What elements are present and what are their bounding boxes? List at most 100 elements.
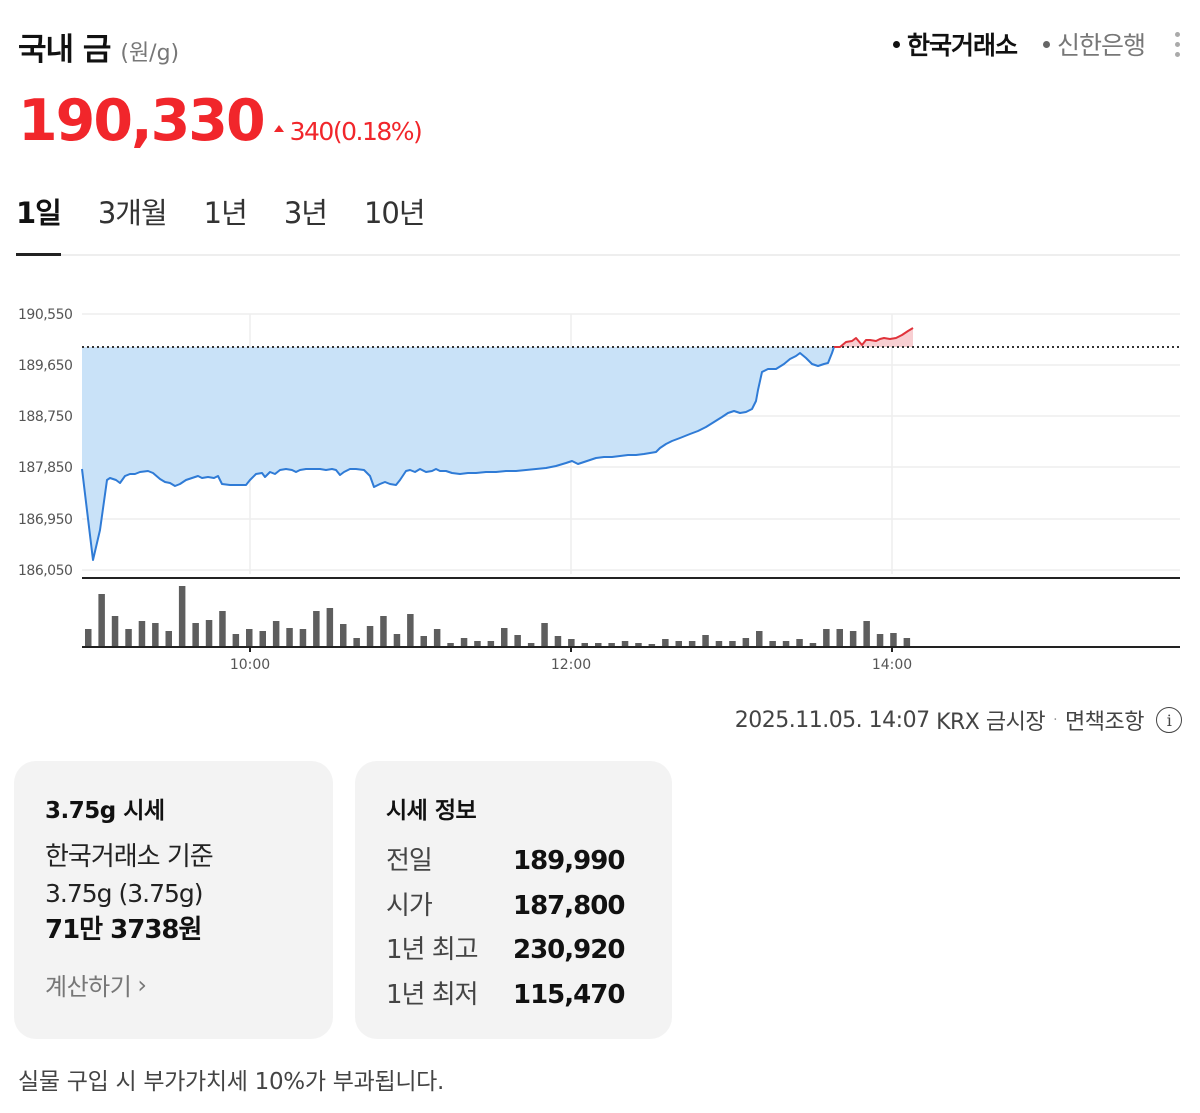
price-chart[interactable]: 190,550 189,650 188,750 187,850 186,950 … (0, 290, 1200, 690)
volume-bar (890, 633, 897, 646)
volume-bar (474, 641, 481, 646)
volume-bar (85, 629, 92, 646)
stat-label: 1년 최저 (386, 979, 479, 1010)
volume-bar (608, 643, 615, 646)
volume-bar (313, 611, 320, 646)
price-row: 190,330 340 (0.18%) (18, 88, 423, 154)
market-name: KRX 금시장 (936, 710, 1046, 735)
volume-bar (621, 641, 629, 646)
volume-bar (460, 638, 468, 646)
volume-bar (340, 624, 347, 646)
stat-value: 189,990 (513, 846, 625, 876)
tab-1-year[interactable]: 1년 (203, 196, 248, 230)
volume-bar (447, 643, 454, 646)
period-tabs: 1일 3개월 1년 3년 10년 (16, 186, 1180, 256)
volume-bar (595, 643, 602, 646)
volume-bar (823, 629, 830, 646)
svg-text:189,650: 189,650 (18, 358, 72, 374)
card-price-info: 시세 정보 전일 189,990 시가 187,800 1년 최고 230,92… (355, 761, 672, 1039)
chart-meta: 2025.11.05. 14:07 KRX 금시장 · 면책조항 i (735, 704, 1182, 736)
volume-bar (648, 644, 656, 646)
volume-bar (165, 631, 172, 646)
volume-bar (433, 629, 441, 646)
volume-bar (796, 639, 803, 646)
volume-bar (205, 620, 213, 646)
volume-bar (514, 635, 521, 646)
source-option-krx[interactable]: 한국거래소 (892, 26, 1018, 62)
volume-bars (85, 586, 911, 646)
volume-bar (809, 643, 817, 646)
source-label: 한국거래소 (906, 31, 1018, 60)
chevron-right-icon: › (137, 970, 147, 999)
volume-bar (702, 635, 709, 646)
volume-bar (756, 631, 763, 646)
svg-text:10:00: 10:00 (230, 657, 270, 673)
stat-row-prev-close: 전일 189,990 (386, 839, 641, 884)
basis-text: 한국거래소 기준 (45, 842, 214, 872)
up-area-fill (834, 328, 913, 347)
volume-bar (554, 636, 562, 646)
volume-bar (366, 626, 374, 646)
volume-bar (836, 629, 843, 646)
volume-bar (111, 616, 119, 646)
info-icon[interactable]: i (1156, 707, 1182, 733)
source-switch: 한국거래소 신한은행 (892, 26, 1180, 62)
volume-bar (903, 638, 911, 646)
tab-1-day[interactable]: 1일 (16, 186, 62, 256)
volume-bar (849, 631, 857, 646)
tab-3-months[interactable]: 3개월 (97, 196, 168, 230)
source-option-shinhan[interactable]: 신한은행 (1042, 26, 1146, 62)
svg-text:187,850: 187,850 (18, 460, 72, 476)
change-value: 340 (289, 117, 335, 146)
volume-bar (675, 641, 682, 646)
calculate-link[interactable]: 계산하기 › (45, 967, 302, 1002)
current-price: 190,330 (18, 88, 266, 154)
price-line-up (834, 327, 914, 348)
volume-bar (353, 638, 360, 646)
card-375g-price: 3.75g 시세 한국거래소 기준 3.75g (3.75g) 71만 3738… (14, 761, 333, 1039)
x-axis-ticks (249, 647, 893, 652)
volume-bar (272, 621, 280, 646)
volume-bar (568, 639, 575, 646)
price-line-down (81, 346, 835, 561)
volume-bar (635, 643, 642, 646)
weight-text: 3.75g (3.75g) (45, 879, 204, 908)
volume-bar (232, 634, 240, 646)
stat-row-52w-high: 1년 최고 230,920 (386, 928, 641, 973)
card-title: 시세 정보 (386, 798, 477, 824)
separator: · (1053, 712, 1058, 728)
volume-bar (98, 594, 105, 646)
svg-text:12:00: 12:00 (551, 657, 591, 673)
volume-bar (380, 616, 387, 646)
tab-10-years[interactable]: 10년 (363, 196, 426, 230)
volume-bar (782, 641, 790, 646)
change-percent: (0.18%) (332, 117, 423, 146)
volume-bar (662, 639, 669, 646)
up-triangle-icon (273, 125, 284, 132)
volume-bar (501, 628, 508, 646)
svg-text:186,950: 186,950 (18, 512, 72, 528)
disclaimer-link[interactable]: 면책조항 (1065, 710, 1144, 735)
svg-text:14:00: 14:00 (872, 657, 912, 673)
volume-bar (246, 629, 253, 646)
vat-notice: 실물 구입 시 부가가치세 10%가 부과됩니다. (18, 1069, 445, 1095)
volume-bar (393, 634, 401, 646)
unit-label: (원/g) (120, 41, 180, 66)
tab-3-years[interactable]: 3년 (283, 196, 328, 230)
source-label: 신한은행 (1056, 31, 1146, 60)
stat-value: 187,800 (513, 890, 625, 921)
amount-text: 71만 3738원 (45, 915, 202, 945)
volume-bar (863, 621, 870, 646)
bullet-icon (1042, 40, 1050, 48)
price-change: 340 (0.18%) (273, 117, 423, 146)
card-title: 3.75g 시세 (45, 798, 165, 824)
stat-row-open: 시가 187,800 (386, 884, 641, 929)
more-vertical-icon[interactable] (1175, 31, 1180, 57)
svg-text:188,750: 188,750 (18, 409, 72, 425)
timestamp: 2025.11.05. 14:07 (734, 707, 930, 733)
volume-bar (527, 643, 535, 646)
volume-bar (138, 621, 146, 646)
volume-bar (326, 608, 334, 646)
page-title: 국내 금 (18, 32, 111, 68)
svg-text:186,050: 186,050 (18, 563, 72, 579)
